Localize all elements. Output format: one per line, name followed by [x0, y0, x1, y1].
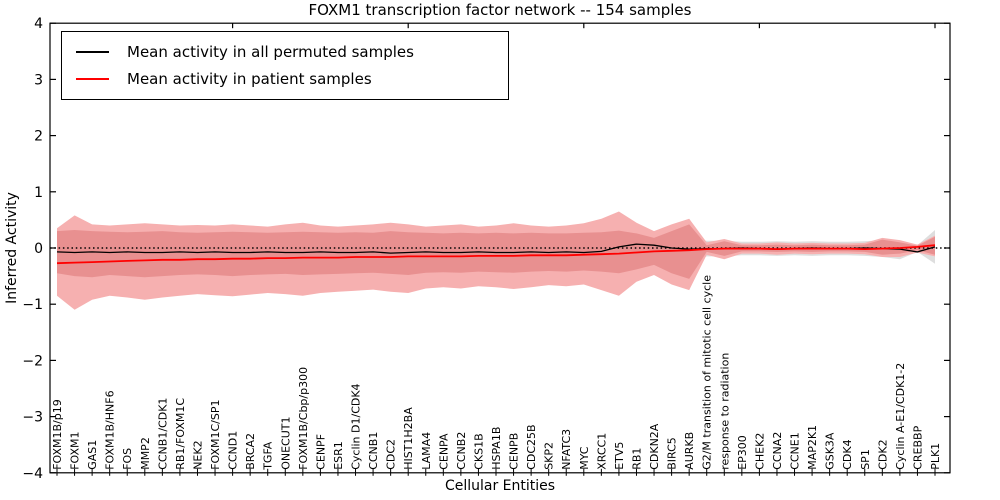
x-tick-label: FOXM1B/p19 [51, 399, 64, 470]
x-tick-label: XRCC1 [595, 433, 608, 470]
x-tick-label: CCNE1 [789, 432, 802, 470]
x-tick-label: CCNB1 [367, 432, 380, 470]
x-tick-label: CDC2 [385, 439, 398, 470]
x-tick-label: CDKN2A [648, 423, 661, 470]
x-tick-label: NFATC3 [560, 429, 573, 470]
x-tick-label: TGFA [262, 441, 275, 471]
x-tick-label: AURKB [683, 432, 696, 470]
x-tick-label: CENPA [437, 433, 450, 470]
y-tick-label: −4 [22, 466, 43, 482]
x-tick-label: GSK3A [824, 432, 837, 470]
y-tick-label: 1 [34, 185, 43, 201]
x-tick-label: FOS [121, 448, 134, 470]
x-tick-label: HIST1H2BA [402, 407, 415, 470]
y-tick-label: −2 [22, 353, 43, 369]
x-tick-label: G2/M transition of mitotic cell cycle [701, 275, 714, 470]
x-tick-label: CHEK2 [753, 433, 766, 470]
x-tick-label: RB1 [631, 448, 644, 470]
x-tick-label: RB1/FOXM1C [174, 398, 187, 470]
x-tick-label: EP300 [736, 435, 749, 470]
x-axis-label: Cellular Entities [444, 478, 556, 494]
x-tick-label: MMP2 [139, 437, 152, 470]
chart-title: FOXM1 transcription factor network -- 15… [308, 1, 692, 19]
y-tick-label: 4 [34, 16, 43, 32]
x-tick-label: Cyclin A-E1/CDK1-2 [894, 363, 907, 470]
y-tick-label: 0 [34, 241, 43, 257]
x-tick-label: BIRC5 [666, 437, 679, 470]
x-tick-label: CREBBP [911, 425, 924, 469]
x-tick-label: CENPB [508, 433, 521, 470]
x-tick-label: CCNA2 [771, 432, 784, 470]
y-axis-label: Inferred Activity [4, 192, 20, 304]
x-tick-label: CDK4 [841, 439, 854, 469]
y-tick-label: −1 [22, 297, 43, 313]
legend-line-swatch-red [76, 77, 109, 80]
x-tick-label: LAMA4 [420, 432, 433, 470]
x-tick-label: MAP2K1 [806, 425, 819, 470]
x-tick-label: PLK1 [929, 443, 942, 470]
x-tick-label: response to radiation [718, 353, 731, 470]
x-tick-label: CENPF [314, 434, 327, 470]
x-tick-label: FOXM1B/HNF6 [104, 390, 117, 469]
x-tick-label: FOXM1C/SP1 [209, 399, 222, 469]
x-tick-label: CDK2 [876, 439, 889, 469]
x-tick-label: ESR1 [332, 441, 345, 470]
x-tick-label: MYC [578, 446, 591, 470]
x-tick-label: Cyclin D1/CDK4 [350, 383, 363, 469]
x-tick-label: FOXM1B/Cbp/p300 [297, 367, 310, 470]
x-tick-label: CKS1B [472, 433, 485, 469]
legend-label: Mean activity in patient samples [127, 69, 372, 88]
x-tick-label: BRCA2 [244, 433, 257, 470]
x-tick-label: FOXM1 [69, 431, 82, 469]
patient-mean-line [56, 244, 936, 265]
y-tick-label: 3 [34, 72, 43, 88]
x-tick-label: GAS1 [86, 440, 99, 470]
x-tick-label: CCNB2 [455, 432, 468, 470]
x-tick-label: SKP2 [543, 442, 556, 470]
y-tick-label: −3 [22, 410, 43, 426]
legend-label: Mean activity in all permuted samples [127, 42, 414, 61]
legend-item-patient: Mean activity in patient samples [62, 65, 508, 92]
patient-std-band [57, 224, 935, 279]
x-tick-label: NEK2 [192, 440, 205, 469]
y-tick-label: 2 [34, 129, 43, 145]
legend-line-swatch-black [76, 50, 109, 53]
legend: Mean activity in all permuted samples Me… [61, 31, 509, 100]
x-tick-label: ETV5 [613, 442, 626, 470]
legend-item-permuted: Mean activity in all permuted samples [62, 38, 508, 65]
x-tick-label: HSPA1B [490, 427, 503, 470]
x-tick-label: SP1 [859, 449, 872, 470]
x-tick-label: ONECUT1 [279, 417, 292, 470]
x-tick-label: CDC25B [525, 424, 538, 469]
x-tick-label: CCNB1/CDK1 [156, 398, 169, 470]
x-tick-label: CCND1 [227, 431, 240, 470]
